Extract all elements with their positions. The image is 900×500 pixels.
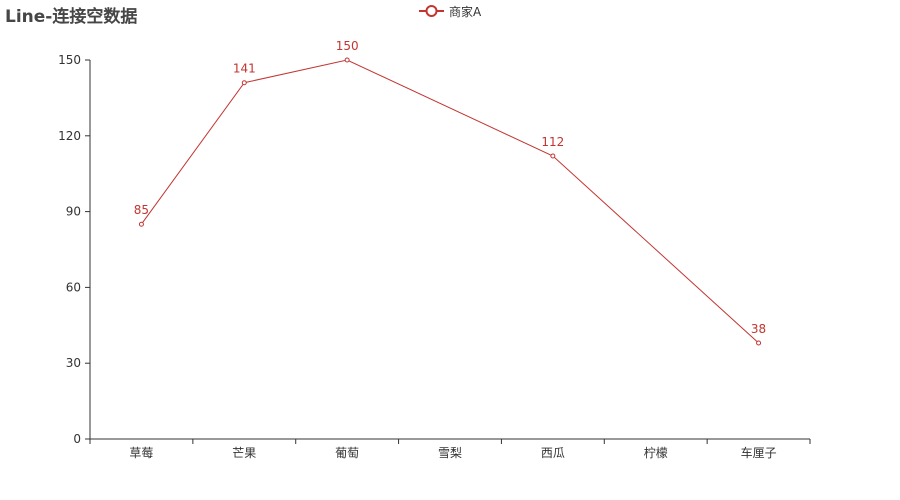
chart-title: Line-连接空数据 — [5, 7, 138, 27]
legend-item-series-a[interactable]: 商家A — [419, 2, 481, 20]
x-tick-label: 芒果 — [232, 445, 256, 460]
y-tick-label: 120 — [58, 129, 81, 143]
series-line — [140, 59, 759, 344]
data-label: 150 — [336, 39, 359, 53]
data-label: 141 — [233, 62, 256, 76]
y-tick-label: 90 — [66, 205, 81, 219]
x-tick-label: 雪梨 — [438, 446, 462, 460]
x-tick-label: 葡萄 — [335, 446, 359, 460]
data-label: 85 — [134, 203, 149, 217]
data-label: 38 — [751, 322, 766, 336]
x-tick-label: 柠檬 — [644, 445, 668, 460]
data-point — [344, 57, 350, 63]
y-tick-label: 150 — [58, 53, 81, 67]
series-layer: 85 141 150 112 38 — [134, 39, 766, 346]
data-point — [756, 340, 762, 346]
y-axis: 0 30 60 90 120 150 — [58, 53, 91, 446]
legend-line-circle-icon — [419, 5, 444, 17]
x-tick-label: 西瓜 — [541, 446, 565, 460]
data-point — [550, 153, 556, 159]
data-point — [138, 221, 144, 227]
x-tick-label: 车厘子 — [741, 445, 777, 460]
y-tick-label: 30 — [66, 356, 81, 370]
legend-label: 商家A — [449, 4, 482, 19]
data-label: 112 — [541, 135, 564, 149]
y-tick-label: 0 — [73, 432, 81, 446]
data-point — [241, 80, 247, 86]
x-axis: 草莓 芒果 葡萄 雪梨 西瓜 柠檬 车厘子 — [89, 438, 811, 460]
y-tick-label: 60 — [66, 280, 81, 294]
x-tick-label: 草莓 — [129, 446, 153, 460]
